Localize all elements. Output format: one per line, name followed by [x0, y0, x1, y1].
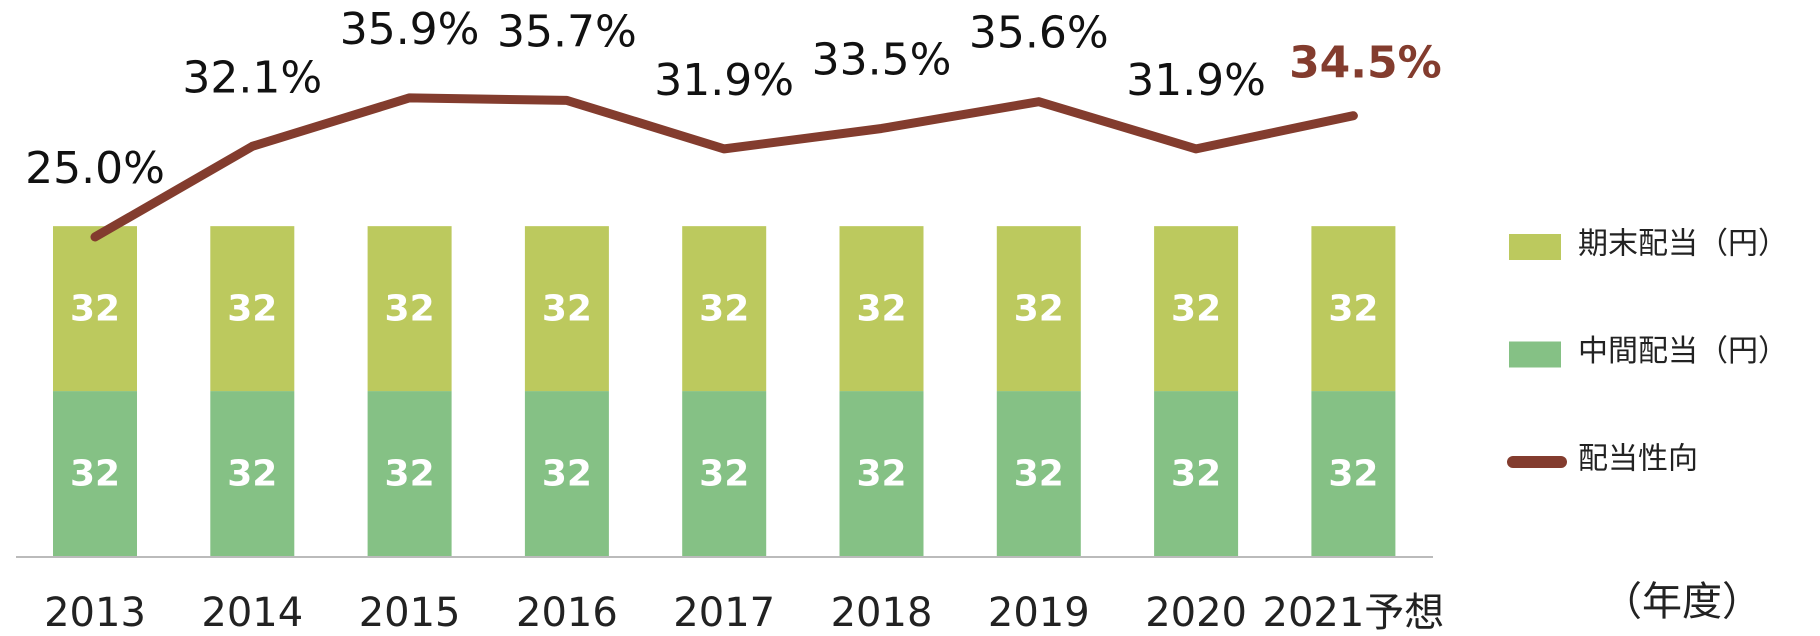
legend-label: 中間配当（円）: [1578, 334, 1788, 369]
bar-segment: [996, 226, 1081, 392]
x-tick-label: 2020: [1145, 590, 1247, 636]
legend-label: 配当性向: [1578, 442, 1698, 477]
bar-value-label: 32: [227, 289, 277, 330]
bar-segment: [839, 226, 924, 392]
bar-segment: [1311, 226, 1396, 392]
bar-value-label: 32: [227, 454, 277, 495]
line-value-label: 35.9%: [340, 4, 480, 55]
bar-segment: [524, 391, 609, 556]
x-tick-label: 2018: [831, 590, 933, 636]
bar-segment: [210, 391, 295, 556]
line-value-label: 34.5%: [1289, 38, 1442, 89]
x-tick-label: 2016: [516, 590, 618, 636]
x-tick-label: 2019: [988, 590, 1090, 636]
x-tick-label: 2013: [44, 590, 146, 636]
bar-value-label: 32: [1328, 454, 1378, 495]
line-value-label: 25.0%: [25, 143, 165, 194]
line-value-label: 31.9%: [1126, 55, 1266, 106]
bar-value-label: 32: [856, 289, 906, 330]
bar-value-label: 32: [385, 289, 435, 330]
line-value-label: 35.6%: [969, 8, 1109, 59]
bar-segment: [1154, 226, 1239, 392]
x-tick-label: 2015: [359, 590, 461, 636]
legend-swatch: [1509, 234, 1561, 260]
x-tick-label: 2021予想: [1263, 590, 1445, 636]
line-series: [90, 93, 1358, 242]
line-value-label: 31.9%: [654, 55, 794, 106]
legend-label: 期末配当（円）: [1578, 227, 1788, 262]
bar-value-label: 32: [1014, 454, 1064, 495]
bar-segment: [53, 391, 137, 556]
bar-segment: [53, 226, 137, 392]
legend-swatch: [1509, 341, 1561, 368]
x-tick-label: 2017: [673, 590, 775, 636]
bar-value-label: 32: [856, 454, 906, 495]
bar-segment: [367, 226, 452, 392]
bar-value-label: 32: [1171, 454, 1221, 495]
bar-segment: [367, 391, 452, 556]
x-tick-label: 2014: [201, 590, 303, 636]
bar-value-label: 32: [385, 454, 435, 495]
bar-segment: [1311, 391, 1396, 556]
bar-segment: [524, 226, 609, 392]
bar-value-label: 32: [699, 289, 749, 330]
line-value-label: 35.7%: [497, 6, 637, 57]
bar-segment: [1154, 391, 1239, 556]
bar-segment: [682, 226, 767, 392]
x-axis-label: （年度）: [1602, 579, 1762, 625]
line-value-label: 32.1%: [182, 52, 322, 103]
bar-value-label: 32: [542, 289, 592, 330]
bar-value-label: 32: [70, 454, 120, 495]
bar-value-label: 32: [1328, 289, 1378, 330]
bar-segment: [210, 226, 295, 392]
bar-value-label: 32: [70, 289, 120, 330]
bar-value-label: 32: [699, 454, 749, 495]
bar-segment: [996, 391, 1081, 556]
bar-segment: [682, 391, 767, 556]
bar-value-label: 32: [542, 454, 592, 495]
bar-value-label: 32: [1014, 289, 1064, 330]
bar-value-label: 32: [1171, 289, 1221, 330]
bar-segment: [839, 391, 924, 556]
line-value-label: 33.5%: [812, 34, 952, 85]
